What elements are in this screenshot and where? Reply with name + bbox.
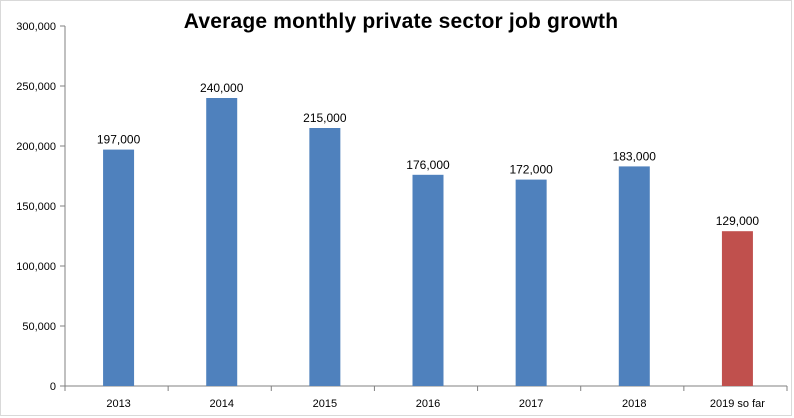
x-tick-label: 2017 bbox=[519, 398, 543, 410]
x-tick-label: 2015 bbox=[313, 398, 337, 410]
x-tick-label: 2019 so far bbox=[710, 398, 765, 410]
x-tick-label: 2014 bbox=[209, 398, 233, 410]
data-label: 240,000 bbox=[200, 81, 244, 95]
y-tick-label: 300,000 bbox=[16, 21, 56, 33]
y-tick-label: 100,000 bbox=[16, 261, 56, 273]
data-label: 197,000 bbox=[97, 133, 141, 147]
y-tick-label: 250,000 bbox=[16, 81, 56, 93]
y-tick-label: 50,000 bbox=[22, 321, 56, 333]
bar bbox=[515, 179, 547, 386]
bar bbox=[309, 128, 341, 386]
data-label: 172,000 bbox=[509, 163, 553, 177]
data-label: 183,000 bbox=[613, 149, 657, 163]
chart-title: Average monthly private sector job growt… bbox=[183, 10, 619, 33]
y-tick-label: 150,000 bbox=[16, 201, 56, 213]
bar bbox=[103, 149, 135, 386]
x-tick-label: 2018 bbox=[622, 398, 646, 410]
data-label: 176,000 bbox=[406, 158, 450, 172]
bar bbox=[206, 98, 238, 386]
x-tick-label: 2016 bbox=[416, 398, 440, 410]
bar bbox=[618, 166, 650, 386]
x-tick-label: 2013 bbox=[106, 398, 130, 410]
data-label: 129,000 bbox=[716, 214, 760, 228]
bar bbox=[721, 231, 753, 386]
bar bbox=[412, 174, 444, 386]
y-tick-label: 0 bbox=[50, 381, 56, 393]
y-tick-label: 200,000 bbox=[16, 141, 56, 153]
data-label: 215,000 bbox=[303, 111, 347, 125]
